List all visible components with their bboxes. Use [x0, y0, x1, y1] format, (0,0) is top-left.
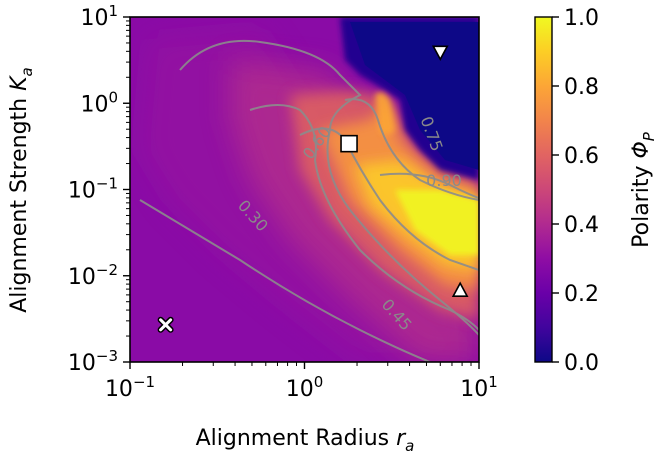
x-tick-label: 10−1	[105, 373, 155, 402]
contour-090	[379, 172, 479, 199]
y-tick-label: 10−2	[68, 261, 118, 290]
marker-cross	[157, 316, 174, 333]
colorbar-frame	[534, 16, 553, 363]
marker-triangle-down	[431, 45, 449, 61]
y-tick-label: 10−3	[68, 347, 118, 376]
x-axis-label: Alignment Radius ra	[196, 426, 415, 455]
colorbar-tick-label: 0.4	[564, 213, 599, 238]
colorbar: 0.0 0.2 0.4 0.6 0.8 1.0 Polarity ΦP	[534, 6, 658, 376]
contour-lines	[139, 39, 479, 362]
contour-030-lower	[139, 199, 431, 362]
contour-045	[249, 104, 479, 331]
x-axis-ticks: 10−1 100 101	[105, 362, 498, 402]
marker-square	[340, 134, 358, 153]
y-tick-label: 101	[80, 2, 118, 31]
contour-075	[344, 98, 479, 201]
colorbar-tick-label: 1.0	[564, 6, 599, 31]
colorbar-tick-label: 0.0	[564, 351, 599, 376]
colorbar-tick-label: 0.2	[564, 282, 599, 307]
x-tick-label: 101	[460, 373, 498, 402]
colorbar-tick-label: 0.6	[564, 144, 599, 169]
y-tick-label: 10−1	[68, 175, 118, 204]
y-axis-ticks: 10−3 10−2 10−1 100 101	[68, 2, 130, 376]
contour-060	[299, 127, 479, 271]
marker-triangle-up	[451, 281, 469, 297]
colorbar-gradient	[535, 17, 552, 362]
colorbar-tick-label: 0.8	[564, 75, 599, 100]
colorbar-ticks: 0.0 0.2 0.4 0.6 0.8 1.0	[552, 6, 599, 376]
markers	[157, 45, 469, 333]
y-tick-label: 100	[80, 88, 118, 117]
x-tick-label: 100	[286, 373, 324, 402]
colorbar-label: Polarity ΦP	[629, 131, 658, 248]
y-axis-label: Alignment Strength Ka	[7, 67, 36, 313]
contour-label: 0.90	[426, 171, 462, 190]
